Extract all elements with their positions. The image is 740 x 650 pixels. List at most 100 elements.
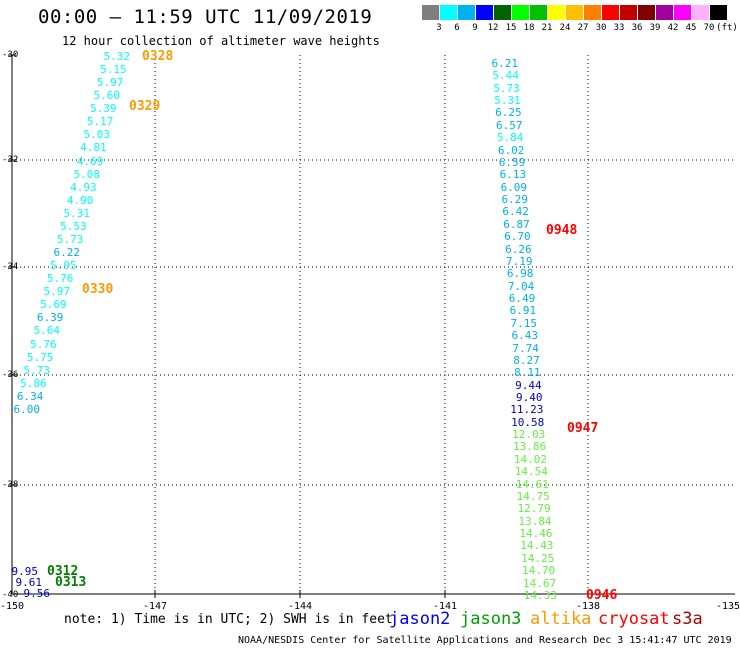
wave-height-value: 7.19: [506, 254, 533, 268]
chart-subtitle: 12 hour collection of altimeter wave hei…: [62, 34, 380, 48]
lon-label: -144: [287, 601, 313, 612]
wave-height-value: 14.70: [522, 564, 556, 578]
wave-height-value: 6.43: [511, 329, 538, 343]
wave-height-value: 5.64: [33, 324, 61, 338]
wave-height-value: 6.39: [36, 311, 64, 325]
wave-height-value: 6.57: [496, 118, 523, 132]
colorbar-label: 18: [523, 23, 535, 33]
wave-height-value: 12.79: [517, 502, 551, 516]
wave-height-value: 4.69: [76, 154, 104, 168]
wave-height-value: 6.70: [504, 230, 531, 244]
wave-height-value: 14.25: [521, 551, 555, 565]
wave-height-value: 6.21: [491, 57, 519, 70]
legend-note: note: 1) Time is in UTC; 2) SWH is in fe…: [64, 612, 393, 627]
wave-height-value: 9.56: [23, 587, 51, 600]
satellite-legend-item: jason3: [460, 609, 522, 629]
pass-time-label: 0313: [55, 575, 87, 590]
wave-height-value: 5.97: [43, 285, 71, 299]
wave-height-value: 6.09: [500, 180, 528, 194]
wave-height-value: 6.87: [503, 217, 530, 231]
colorbar-label: 33: [613, 23, 625, 33]
lat-label: -30: [2, 50, 19, 60]
wave-height-value: 5.73: [23, 363, 51, 377]
colorbar-label: 6: [454, 23, 460, 33]
lon-label: -147: [142, 601, 168, 612]
colorbar-swatch: [710, 5, 727, 20]
colorbar-swatch: [656, 5, 673, 20]
footer-credit: NOAA/NESDIS Center for Satellite Applica…: [238, 635, 732, 646]
wave-height-value: 6.00: [13, 402, 41, 416]
wave-height-value: 14.46: [519, 527, 553, 541]
wave-height-value: 6.91: [509, 304, 537, 318]
satellite-legend-item: altika: [530, 609, 592, 629]
wave-height-value: 11.23: [510, 403, 544, 417]
colorbar-label: 27: [577, 23, 589, 33]
wave-height-value: 5.39: [90, 102, 117, 116]
wave-height-value: 8.27: [513, 353, 540, 367]
wave-height-value: 6.59: [498, 155, 526, 169]
wave-height-value: 5.60: [93, 89, 121, 103]
colorbar-label: 39: [649, 23, 661, 33]
wave-height-value: 5.53: [60, 219, 87, 233]
wave-height-value: 6.42: [502, 205, 529, 219]
wave-height-value: 5.08: [73, 167, 101, 181]
lat-label: -38: [2, 480, 19, 490]
wave-height-value: 8.11: [514, 366, 541, 380]
wave-height-value: 5.31: [494, 94, 521, 108]
wave-height-value: 9.40: [515, 390, 543, 404]
wave-height-value: 5.75: [26, 350, 54, 364]
wave-height-value: 5.97: [96, 76, 124, 90]
wave-height-value: 6.25: [495, 106, 522, 120]
colorbar-swatch: [440, 5, 457, 20]
colorbar-swatch: [458, 5, 475, 20]
lat-label: -40: [2, 590, 19, 600]
wave-height-value: 7.15: [510, 316, 538, 330]
lat-label: -32: [2, 155, 19, 165]
wave-height-value: 5.86: [20, 376, 47, 390]
colorbar-swatch: [692, 5, 709, 20]
wave-height-value: 4.90: [66, 193, 94, 207]
wave-height-value: 14.43: [520, 539, 554, 553]
wave-height-value: 5.73: [56, 232, 84, 246]
wave-height-value: 9.61: [15, 576, 43, 589]
colorbar-swatch: [476, 5, 493, 20]
wave-height-value: 5.69: [40, 298, 67, 312]
satellite-legend-item: jason2: [389, 609, 451, 629]
pass-time-label: 0948: [546, 223, 578, 238]
wave-height-value: 14.54: [514, 465, 548, 479]
wave-height-value: 5.15: [100, 63, 127, 77]
wave-height-value: 6.22: [53, 246, 81, 260]
colorbar-label: 70: [703, 23, 715, 33]
wave-height-value: 5.95: [50, 259, 77, 273]
satellite-legend-item: s3a: [672, 609, 703, 629]
colorbar-swatch: [602, 5, 619, 20]
wave-height-value: 7.74: [512, 341, 539, 355]
wave-height-value: 5.03: [83, 128, 111, 142]
colorbar-swatch: [530, 5, 547, 20]
wave-height-value: 9.95: [11, 565, 39, 578]
pass-time-label: 0329: [129, 99, 161, 114]
lat-label: -34: [2, 262, 19, 272]
colorbar-swatch: [494, 5, 511, 20]
wave-height-value: 5.31: [63, 206, 91, 220]
satellite-legend-item: cryosat: [598, 609, 670, 629]
colorbar-label: 21: [541, 23, 553, 33]
wave-height-value: 5.76: [46, 272, 74, 286]
wave-height-value: 5.76: [30, 337, 57, 351]
colorbar-swatch: [620, 5, 637, 20]
wave-height-value: 6.29: [501, 193, 528, 207]
colorbar-label: 24: [559, 23, 571, 33]
colorbar-swatch: [584, 5, 601, 20]
wave-height-value: 14.02: [513, 452, 548, 466]
colorbar-label: 45: [685, 23, 697, 33]
colorbar-swatch: [674, 5, 691, 20]
pass-time-label: 0328: [142, 49, 174, 64]
lon-label: -150: [0, 601, 25, 612]
colorbar-swatch: [548, 5, 565, 20]
wave-height-value: 5.84: [496, 131, 524, 145]
colorbar-label: 42: [667, 23, 679, 33]
colorbar-label: 12: [487, 23, 499, 33]
wave-height-value: 13.86: [512, 440, 547, 454]
lon-label: -138: [575, 601, 601, 612]
